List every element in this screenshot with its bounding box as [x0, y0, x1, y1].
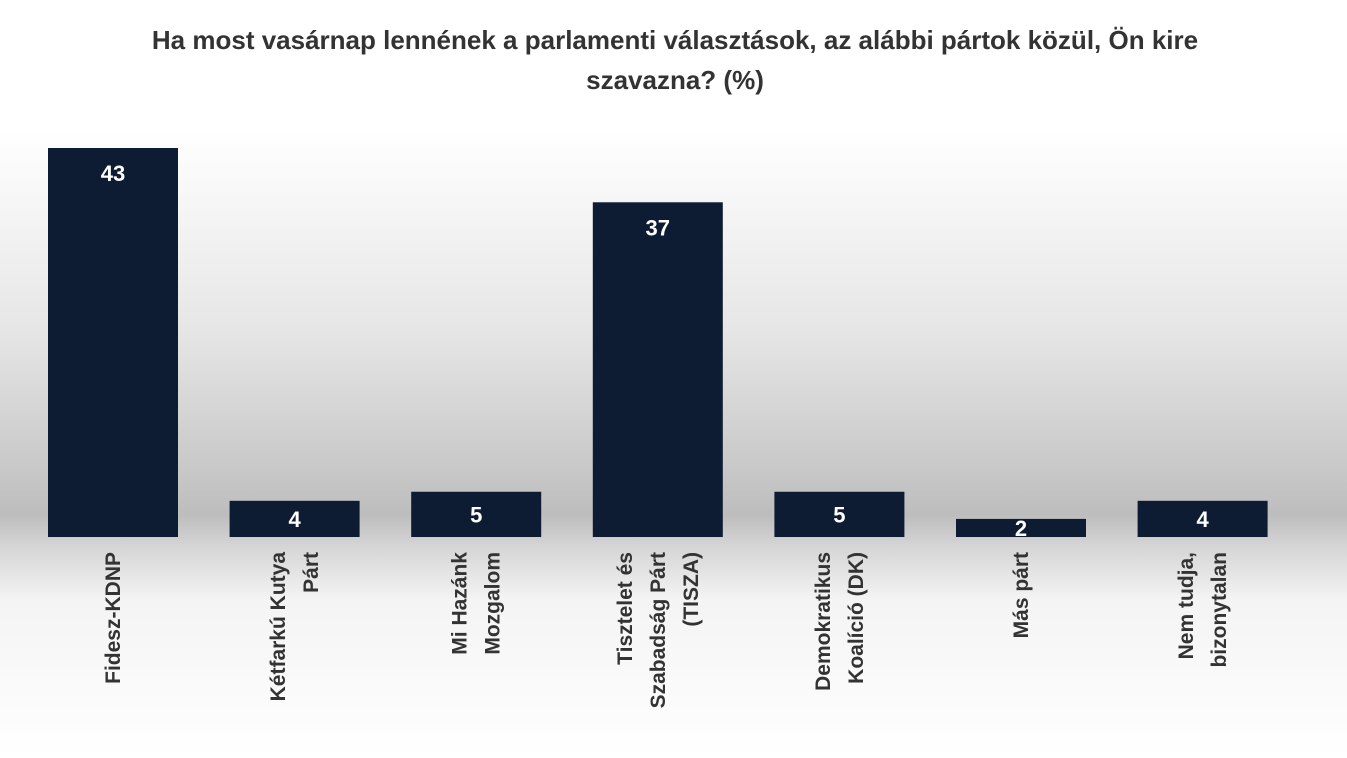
bar	[774, 491, 905, 537]
data-label: 5	[470, 502, 482, 527]
bar	[1137, 500, 1268, 537]
data-label: 37	[646, 215, 670, 240]
data-label: 4	[1196, 507, 1209, 532]
x-tick-label: Más párt	[1010, 552, 1033, 638]
bar	[411, 491, 542, 537]
data-label: 43	[101, 161, 125, 186]
x-tick-label: Mi Hazánk Mozgalom	[449, 552, 505, 655]
x-tick-label: Demokratikus Koalíció (DK)	[812, 552, 868, 691]
x-tick-label: Tisztelet és Szabadság Párt (TISZA)	[614, 552, 703, 708]
chart-title: Ha most vasárnap lennének a parlamenti v…	[151, 25, 1199, 95]
bar	[229, 500, 360, 537]
bar	[48, 148, 178, 537]
x-tick-label: Fidesz-KDNP	[102, 552, 125, 684]
data-label: 5	[833, 502, 845, 527]
bar	[956, 518, 1086, 537]
x-tick-label: Kétfarkú Kutya Párt	[267, 552, 323, 702]
data-label: 4	[288, 507, 301, 532]
bar	[592, 202, 723, 538]
x-tick-label: Nem tudja, bizonytalan	[1175, 552, 1231, 668]
data-label: 2	[1015, 516, 1027, 541]
